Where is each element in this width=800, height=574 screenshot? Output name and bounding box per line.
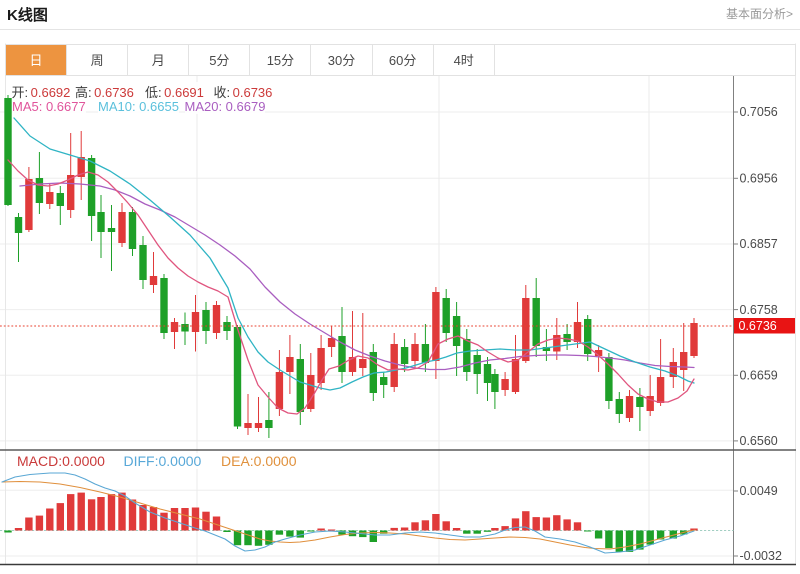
svg-text:0.6758: 0.6758 (740, 303, 778, 317)
svg-text:0.0049: 0.0049 (740, 484, 778, 498)
svg-text:0.6659: 0.6659 (740, 369, 778, 383)
svg-text:0.6560: 0.6560 (740, 434, 778, 448)
svg-text:0.6736: 0.6736 (739, 319, 777, 333)
svg-text:0.7056: 0.7056 (740, 105, 778, 119)
svg-text:0.6956: 0.6956 (740, 172, 778, 186)
svg-text:-0.0032: -0.0032 (740, 549, 782, 563)
svg-text:0.6857: 0.6857 (740, 237, 778, 251)
